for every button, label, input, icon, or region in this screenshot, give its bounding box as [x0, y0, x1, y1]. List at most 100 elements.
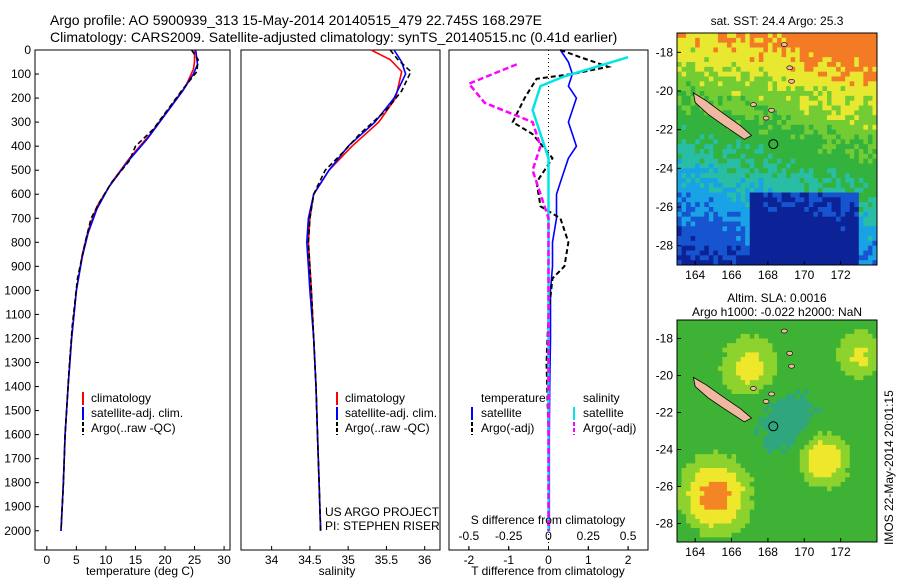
- map-cell: [704, 211, 710, 218]
- map-cell: [786, 449, 792, 455]
- map-cell: [704, 343, 710, 349]
- map-cell: [840, 37, 846, 44]
- map-cell: [804, 375, 810, 381]
- map-cell: [795, 352, 801, 358]
- map-cell: [854, 361, 860, 367]
- map-cell: [790, 366, 796, 372]
- map-cell: [781, 52, 787, 58]
- map-cell: [840, 320, 846, 326]
- map-cell: [836, 178, 842, 184]
- map-cell: [722, 182, 728, 189]
- map-cell: [727, 52, 732, 58]
- map-cell: [822, 192, 828, 198]
- map-cell: [867, 357, 873, 363]
- map-cell: [813, 431, 819, 437]
- map-cell: [813, 435, 819, 441]
- map-cell: [740, 158, 746, 164]
- map-cell: [713, 421, 719, 427]
- map-cell: [840, 95, 846, 102]
- map-cell: [849, 62, 855, 68]
- map-cell: [777, 139, 782, 145]
- map-cell: [831, 178, 837, 184]
- map-cell: [804, 120, 810, 126]
- map-cell: [686, 221, 692, 227]
- map-cell: [713, 192, 719, 198]
- map-cell: [722, 458, 728, 464]
- map-cell: [849, 370, 855, 376]
- map-cell: [727, 71, 732, 77]
- map-cell: [795, 468, 801, 474]
- map-cell: [772, 178, 778, 184]
- y-tick-label: 0: [24, 43, 31, 57]
- map-cell: [690, 417, 696, 423]
- map-cell: [690, 153, 696, 160]
- map-cell: [681, 236, 687, 242]
- map-cell: [754, 458, 760, 464]
- map-cell: [677, 505, 682, 511]
- map-cell: [795, 370, 801, 376]
- map-cell: [699, 472, 705, 478]
- map-cell: [813, 91, 819, 97]
- map-cell: [786, 216, 792, 222]
- map-cell: [686, 226, 692, 232]
- map-cell: [867, 463, 873, 469]
- map-cell: [790, 226, 796, 232]
- map-cell: [804, 361, 810, 367]
- map-cell: [695, 129, 701, 135]
- map-cell: [745, 394, 751, 400]
- map-cell: [867, 343, 873, 349]
- map-cell: [708, 91, 714, 97]
- map-cell: [772, 129, 778, 135]
- map-cell: [749, 514, 755, 520]
- map-cell: [827, 110, 832, 116]
- map-cell: [681, 95, 687, 102]
- map-cell: [804, 523, 810, 529]
- map-cell: [758, 120, 764, 126]
- map-cell: [840, 66, 846, 73]
- map-cell: [831, 192, 837, 198]
- map-cell: [708, 417, 714, 423]
- map-cell: [799, 324, 805, 330]
- map-cell: [677, 495, 682, 501]
- map-cell: [717, 153, 723, 160]
- map-cell: [704, 153, 710, 160]
- map-cell: [717, 366, 723, 372]
- map-cell: [808, 153, 814, 160]
- map-cell: [836, 95, 842, 102]
- map-cell: [849, 255, 855, 261]
- map-cell: [786, 173, 792, 179]
- map-cell: [686, 52, 692, 58]
- map-cell: [854, 394, 860, 400]
- map-cell: [690, 324, 696, 330]
- temperature-legend: climatology satellite-adj. clim. Argo(..…: [82, 391, 183, 435]
- map-cell: [727, 134, 732, 140]
- map-cell: [736, 245, 742, 251]
- map-cell: [781, 375, 787, 381]
- map-cell: [699, 216, 705, 222]
- map-cell: [781, 435, 787, 441]
- map-cell: [840, 240, 846, 247]
- y-tick-label: 300: [11, 115, 31, 129]
- map-cell: [817, 486, 823, 492]
- map-cell: [758, 47, 764, 53]
- map-cell: [749, 320, 755, 326]
- map-cell: [827, 329, 832, 335]
- map-cell: [817, 361, 823, 367]
- map-cell: [781, 255, 787, 261]
- map-cell: [695, 211, 701, 218]
- map-cell: [804, 110, 810, 116]
- map-cell: [772, 532, 778, 538]
- map-cell: [790, 115, 796, 121]
- map-cell: [822, 477, 828, 483]
- map-cell: [813, 71, 819, 77]
- map-cell: [795, 320, 801, 326]
- map-cell: [863, 178, 869, 184]
- map-cell: [872, 505, 878, 511]
- map-cell: [799, 134, 805, 140]
- map-cell: [699, 207, 705, 213]
- map-cell: [677, 532, 682, 538]
- map-cell: [763, 324, 769, 330]
- map-cell: [867, 149, 873, 155]
- map-cell: [677, 449, 682, 455]
- map-cell: [772, 81, 778, 87]
